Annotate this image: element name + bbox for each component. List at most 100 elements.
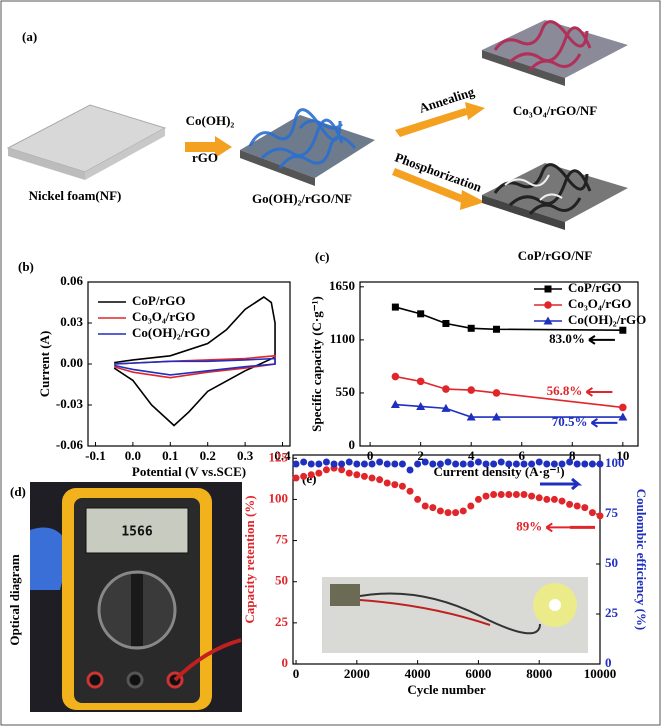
x-axis-title: Potential (V vs.SCE) — [132, 464, 246, 479]
point — [383, 460, 391, 468]
point — [368, 460, 376, 468]
legend-label: Co₃O₄/rGO — [132, 309, 195, 324]
y-tick-label: 100 — [269, 490, 289, 505]
point — [345, 458, 353, 466]
panel-label: (b) — [18, 259, 34, 274]
point — [566, 458, 574, 466]
legend-marker — [544, 301, 552, 309]
point — [414, 460, 422, 468]
x-tick-label: 0.1 — [162, 448, 178, 463]
point — [444, 509, 452, 517]
plot-frame — [359, 281, 639, 447]
point — [406, 487, 414, 495]
schematic — [6, 20, 628, 230]
x-axis-title: Current density (A·g⁻¹) — [433, 464, 564, 479]
step-label: Nickel foam(NF) — [29, 188, 122, 203]
panel-label: (c) — [315, 249, 329, 264]
reagent-label: Co(OH)₂ — [186, 113, 235, 128]
point — [391, 481, 399, 489]
y-tick-label: 25 — [275, 614, 289, 629]
point — [338, 466, 346, 474]
point — [300, 472, 308, 480]
point — [368, 474, 376, 482]
point — [345, 469, 353, 477]
reagent-label: rGO — [192, 150, 218, 165]
marker — [467, 386, 476, 394]
point — [543, 495, 551, 503]
point — [482, 492, 490, 500]
point — [429, 460, 437, 468]
point — [322, 466, 330, 474]
point — [398, 460, 406, 468]
y-tick-label: 1650 — [329, 278, 355, 293]
marker — [619, 326, 627, 334]
point — [338, 460, 346, 468]
legend-label: Co(OH)₂/rGO — [568, 312, 646, 327]
photo — [30, 482, 242, 712]
point — [292, 460, 300, 468]
annotation: 83.0% — [549, 331, 585, 346]
point — [528, 492, 536, 500]
point — [482, 460, 490, 468]
product-label: CoP/rGO/NF — [518, 248, 592, 263]
point — [315, 469, 323, 477]
marker — [618, 412, 628, 421]
point — [520, 490, 528, 498]
y-tick-label: 0 — [349, 437, 356, 452]
point — [353, 460, 361, 468]
point — [315, 460, 323, 468]
point — [436, 460, 444, 468]
point — [528, 460, 536, 468]
y2-tick-label: 25 — [605, 605, 619, 620]
point — [360, 460, 368, 468]
y-axis-title: Specific capacity (C·g⁻¹) — [309, 296, 324, 432]
point — [588, 509, 596, 517]
point — [429, 504, 437, 512]
point — [467, 502, 475, 510]
marker — [491, 412, 501, 421]
y-tick-label: -0.03 — [56, 396, 84, 411]
y-tick-label: 0.03 — [60, 314, 83, 329]
point — [573, 460, 581, 468]
y-tick-label: -0.06 — [56, 437, 84, 452]
point — [581, 504, 589, 512]
series-line — [395, 375, 623, 409]
series-line — [395, 306, 623, 332]
panel-label: (d) — [10, 484, 26, 499]
annotation-arrow — [585, 387, 613, 397]
point — [474, 458, 482, 466]
marker — [416, 401, 426, 410]
y-tick-label: 125 — [269, 449, 289, 464]
point — [322, 458, 330, 466]
point — [459, 460, 467, 468]
point — [535, 494, 543, 502]
point — [467, 460, 475, 468]
x-tick-label: 0.2 — [200, 448, 216, 463]
x-tick-label: 0.3 — [237, 448, 254, 463]
point — [391, 460, 399, 468]
legend-marker — [543, 316, 553, 325]
point — [459, 507, 467, 515]
y-tick-label: 0.06 — [60, 273, 83, 288]
y2-tick-label: 75 — [605, 505, 619, 520]
point — [398, 482, 406, 490]
y2-tick-label: 100 — [605, 455, 625, 470]
annotation-arrow — [590, 418, 618, 428]
legend-label: CoP/rGO — [568, 280, 621, 295]
marker — [416, 377, 425, 386]
marker — [442, 385, 450, 393]
point — [588, 460, 596, 468]
annotation: 56.8% — [547, 383, 583, 398]
point — [421, 458, 429, 466]
point — [414, 495, 422, 503]
x-tick-label: 6000 — [465, 666, 491, 681]
point — [543, 460, 551, 468]
legend-label: Co₃O₄/rGO — [568, 296, 631, 311]
legend-marker — [544, 285, 552, 293]
point — [307, 460, 315, 468]
marker — [391, 372, 400, 381]
point — [452, 509, 460, 517]
y2-tick-label: 0 — [605, 655, 612, 670]
point — [360, 472, 368, 480]
point — [573, 502, 581, 510]
